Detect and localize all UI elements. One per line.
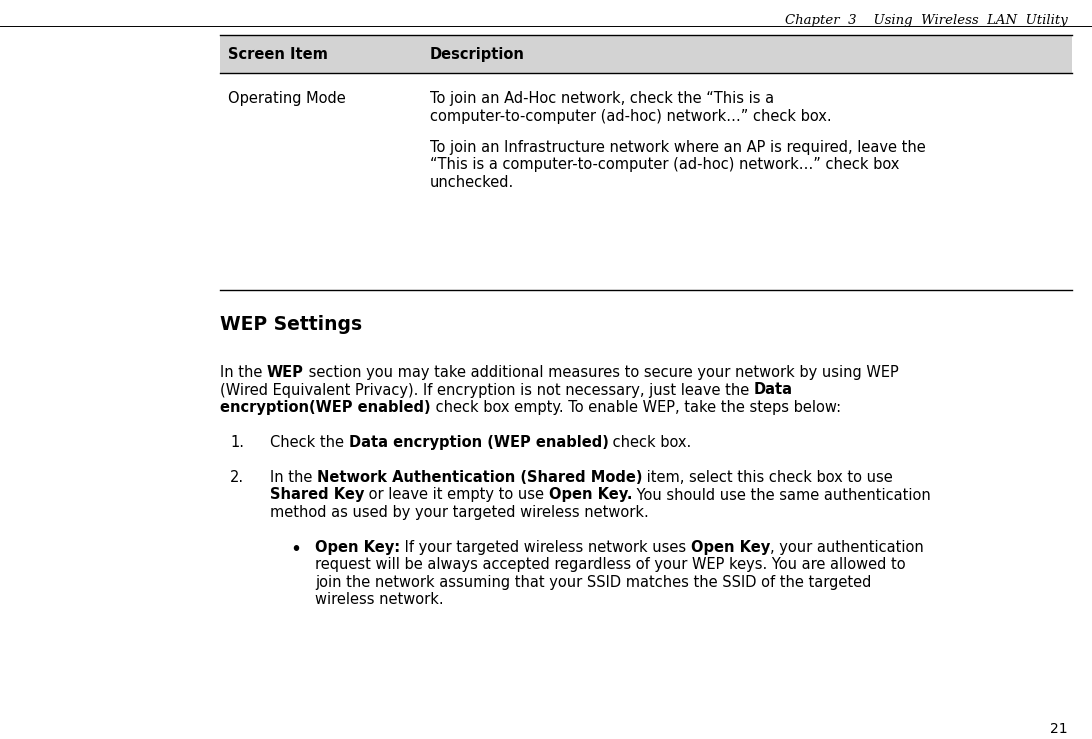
Text: section you may take additional measures to secure your network by using WEP: section you may take additional measures… [304, 365, 899, 380]
Text: request will be always accepted regardless of your WEP keys. You are allowed to: request will be always accepted regardle… [314, 557, 905, 573]
Text: •: • [290, 540, 301, 559]
Text: wireless network.: wireless network. [314, 593, 443, 607]
Text: unchecked.: unchecked. [430, 175, 514, 190]
Text: In the: In the [219, 365, 268, 380]
Text: Chapter  3    Using  Wireless  LAN  Utility: Chapter 3 Using Wireless LAN Utility [785, 14, 1068, 27]
Text: join the network assuming that your SSID matches the SSID of the targeted: join the network assuming that your SSID… [314, 575, 871, 590]
Text: Open Key.: Open Key. [549, 488, 632, 503]
Text: 21: 21 [1051, 722, 1068, 736]
Text: (Wired Equivalent Privacy). If encryption is not necessary, just leave the: (Wired Equivalent Privacy). If encryptio… [219, 383, 753, 398]
Text: Screen Item: Screen Item [228, 47, 328, 62]
Text: , your authentication: , your authentication [770, 540, 924, 555]
Bar [219, 35, 1072, 73]
Text: Check the: Check the [270, 435, 348, 450]
Text: Data encryption (WEP enabled): Data encryption (WEP enabled) [348, 435, 608, 450]
Text: or leave it empty to use: or leave it empty to use [365, 488, 549, 503]
Text: Data: Data [753, 383, 793, 398]
Text: Shared Key: Shared Key [270, 488, 365, 503]
Text: Operating Mode: Operating Mode [228, 91, 346, 106]
Text: WEP: WEP [268, 365, 304, 380]
Text: 2.: 2. [230, 470, 245, 485]
Text: If your targeted wireless network uses: If your targeted wireless network uses [400, 540, 691, 555]
Text: check box.: check box. [608, 435, 691, 450]
Text: “This is a computer-to-computer (ad-hoc) network…” check box: “This is a computer-to-computer (ad-hoc)… [430, 157, 900, 172]
Text: You should use the same authentication: You should use the same authentication [632, 488, 931, 503]
Text: 1.: 1. [230, 435, 244, 450]
Text: computer-to-computer (ad-hoc) network…” check box.: computer-to-computer (ad-hoc) network…” … [430, 109, 832, 123]
Text: To join an Infrastructure network where an AP is required, leave the: To join an Infrastructure network where … [430, 140, 926, 155]
Text: Open Key: Open Key [691, 540, 770, 555]
Text: In the: In the [270, 470, 317, 485]
Text: Description: Description [430, 47, 525, 62]
Text: Network Authentication (Shared Mode): Network Authentication (Shared Mode) [317, 470, 642, 485]
Text: encryption(WEP enabled): encryption(WEP enabled) [219, 400, 430, 415]
Text: To join an Ad-Hoc network, check the “This is a: To join an Ad-Hoc network, check the “Th… [430, 91, 774, 106]
Text: Open Key:: Open Key: [314, 540, 400, 555]
Text: WEP Settings: WEP Settings [219, 315, 363, 334]
Text: item, select this check box to use: item, select this check box to use [642, 470, 893, 485]
Text: method as used by your targeted wireless network.: method as used by your targeted wireless… [270, 505, 649, 520]
Text: check box empty. To enable WEP, take the steps below:: check box empty. To enable WEP, take the… [430, 400, 841, 415]
